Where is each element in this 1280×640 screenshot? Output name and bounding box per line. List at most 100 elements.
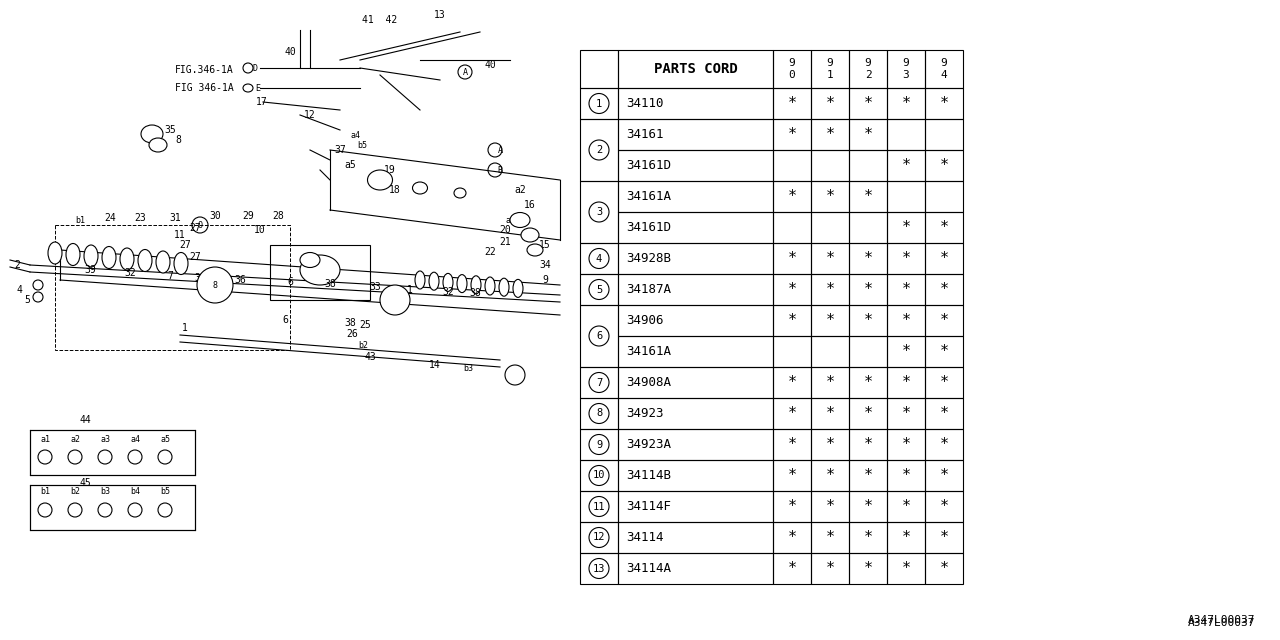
Text: b4: b4 [131,488,140,497]
Text: *: * [901,530,910,545]
Text: 34114: 34114 [626,531,663,544]
Text: *: * [787,437,796,452]
Text: *: * [940,468,948,483]
Text: *: * [787,468,796,483]
Text: a5: a5 [160,435,170,445]
Text: 27: 27 [189,223,201,233]
Ellipse shape [300,255,340,285]
Text: *: * [940,530,948,545]
Text: *: * [940,499,948,514]
Text: 33: 33 [369,282,381,292]
Text: *: * [826,561,835,576]
Ellipse shape [84,245,99,267]
Text: a1: a1 [506,216,515,225]
Text: *: * [940,158,948,173]
Text: 11: 11 [174,230,186,240]
Ellipse shape [499,278,509,296]
Ellipse shape [38,450,52,464]
Text: 38: 38 [470,288,481,298]
Text: a2: a2 [515,185,526,195]
Circle shape [380,285,410,315]
Text: 13: 13 [593,563,605,573]
Text: *: * [940,437,948,452]
Text: 34161D: 34161D [626,159,671,172]
Text: 37: 37 [334,145,346,155]
Text: 45: 45 [79,478,91,488]
Text: 40: 40 [284,47,296,57]
Text: *: * [787,251,796,266]
Text: 4: 4 [596,253,602,264]
Text: *: * [940,220,948,235]
Text: 34110: 34110 [626,97,663,110]
Text: 6: 6 [596,331,602,341]
Text: a5: a5 [344,160,356,170]
Circle shape [33,280,44,290]
Text: *: * [864,96,873,111]
Text: 2: 2 [14,260,20,270]
Text: 9
0: 9 0 [788,58,795,80]
Ellipse shape [102,246,116,269]
Text: b2: b2 [358,340,369,349]
Text: 34923: 34923 [626,407,663,420]
Ellipse shape [513,280,524,298]
Text: *: * [826,96,835,111]
Ellipse shape [157,503,172,517]
Text: a2: a2 [70,435,81,445]
Text: *: * [901,282,910,297]
Text: FIG 346-1A: FIG 346-1A [175,83,234,93]
Text: 22: 22 [484,247,495,257]
Ellipse shape [471,276,481,294]
Text: 40: 40 [484,60,495,70]
Text: b2: b2 [70,488,81,497]
Text: 19: 19 [384,165,396,175]
Ellipse shape [412,182,428,194]
Text: 32: 32 [442,287,454,297]
Text: 25: 25 [360,320,371,330]
Text: 10: 10 [255,225,266,235]
Text: 7: 7 [596,378,602,387]
Text: *: * [826,375,835,390]
Text: 9
2: 9 2 [864,58,872,80]
Text: 12: 12 [305,110,316,120]
Text: b1: b1 [40,488,50,497]
Text: *: * [940,344,948,359]
Text: 34114B: 34114B [626,469,671,482]
Text: *: * [864,468,873,483]
Text: *: * [864,561,873,576]
Text: 34161A: 34161A [626,190,671,203]
Ellipse shape [300,253,320,268]
Circle shape [506,365,525,385]
Ellipse shape [521,228,539,242]
Ellipse shape [443,273,453,291]
Text: b5: b5 [160,488,170,497]
Text: 8: 8 [175,135,180,145]
Ellipse shape [68,503,82,517]
Text: O: O [197,221,202,230]
Text: B: B [498,166,503,175]
Text: E: E [255,83,260,93]
Text: *: * [901,499,910,514]
Text: 34114A: 34114A [626,562,671,575]
Text: 34928B: 34928B [626,252,671,265]
Text: *: * [864,189,873,204]
Text: *: * [901,344,910,359]
Text: *: * [940,561,948,576]
Text: 20: 20 [499,225,511,235]
Text: 8: 8 [212,280,218,289]
Text: 30: 30 [209,211,221,221]
Text: 34923A: 34923A [626,438,671,451]
Text: 34161: 34161 [626,128,663,141]
Text: 44: 44 [79,415,91,425]
Text: PARTS CORD: PARTS CORD [654,62,737,76]
Text: 4: 4 [17,285,22,295]
Text: 34: 34 [539,260,550,270]
Text: 41  42: 41 42 [362,15,398,25]
Text: *: * [787,406,796,421]
Text: 34187A: 34187A [626,283,671,296]
Text: *: * [787,530,796,545]
Text: 8: 8 [596,408,602,419]
Ellipse shape [454,188,466,198]
Text: *: * [940,313,948,328]
Text: *: * [864,313,873,328]
Text: a3: a3 [100,435,110,445]
